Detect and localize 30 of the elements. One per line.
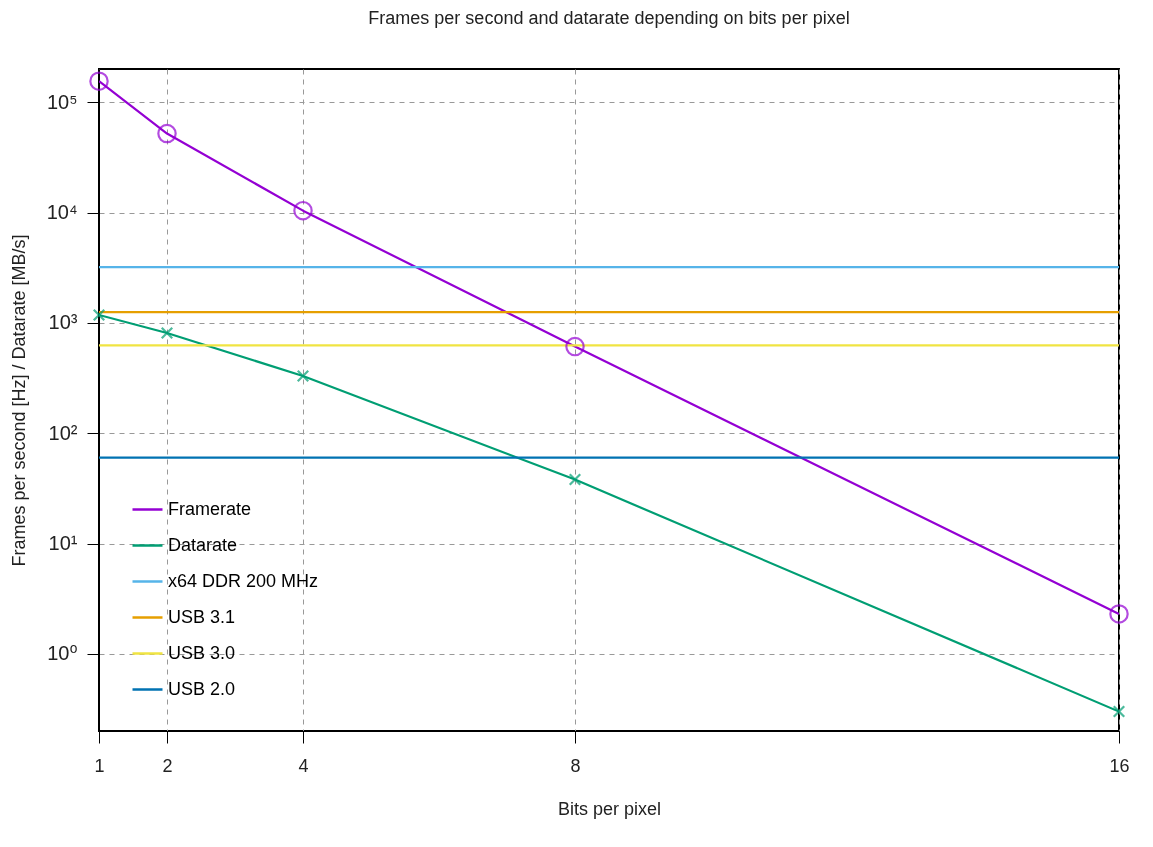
x-tick-label: 8 bbox=[570, 755, 581, 776]
chart-title: Frames per second and datarate depending on bits per pixel bbox=[368, 8, 850, 29]
y-tick-label: 10⁰ bbox=[47, 642, 78, 665]
y-tick-label: 10¹ bbox=[48, 532, 78, 555]
point bbox=[92, 308, 106, 322]
x-tick-label: 1 bbox=[94, 755, 105, 776]
x-tick-label: 2 bbox=[162, 755, 173, 776]
y-tick-label: 10⁴ bbox=[46, 201, 78, 224]
point bbox=[293, 200, 313, 221]
legend-label: USB 3.1 bbox=[168, 606, 236, 627]
x-axis-title: Bits per pixel bbox=[557, 798, 662, 819]
x-tick-label: 4 bbox=[298, 755, 309, 776]
point bbox=[157, 123, 177, 144]
point bbox=[89, 71, 109, 91]
point bbox=[1112, 705, 1126, 718]
x-tick-label: 16 bbox=[1109, 755, 1130, 776]
point bbox=[568, 473, 582, 486]
legend-label: USB 3.0 bbox=[168, 642, 236, 663]
point bbox=[1109, 604, 1129, 624]
y-tick-label: 10⁵ bbox=[46, 90, 78, 113]
point bbox=[160, 326, 174, 340]
legend-label: Framerate bbox=[168, 498, 252, 519]
legend-label: x64 DDR 200 MHz bbox=[168, 570, 319, 591]
y-tick-label: 10³ bbox=[48, 311, 78, 334]
y-axis-title: Frames per second [Hz] / Datarate [MB/s] bbox=[8, 234, 29, 567]
legend-label: Datarate bbox=[168, 534, 238, 555]
point bbox=[565, 336, 585, 357]
y-tick-label: 10² bbox=[48, 421, 78, 444]
point bbox=[296, 369, 310, 383]
legend-label: USB 2.0 bbox=[168, 678, 236, 699]
